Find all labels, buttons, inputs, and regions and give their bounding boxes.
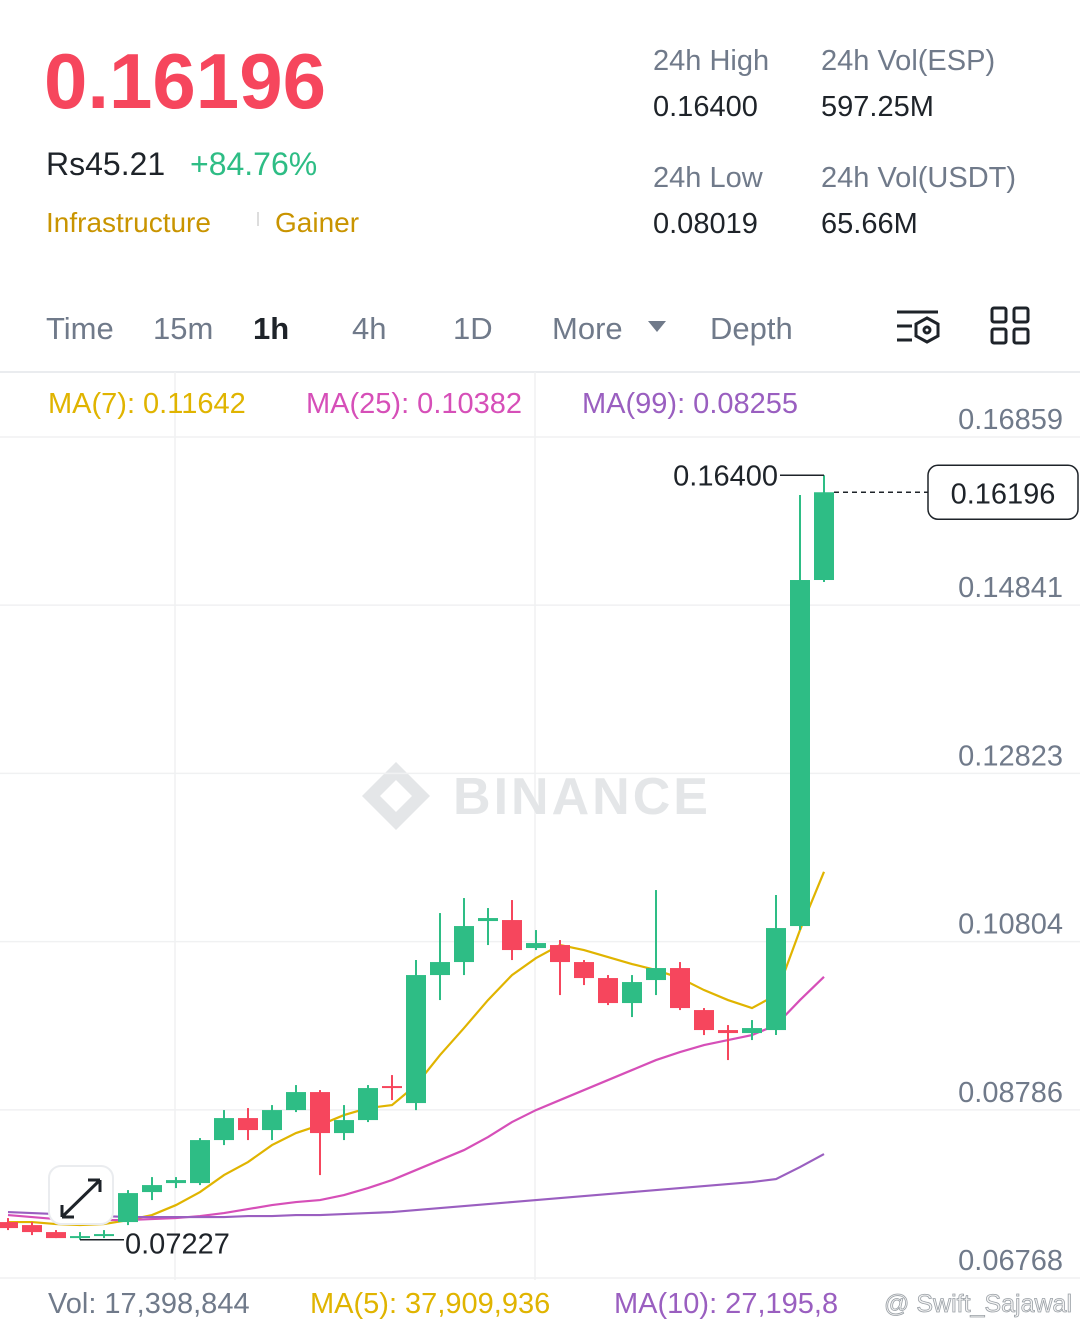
high-label: 0.16400 — [673, 460, 778, 492]
last-price-label: 0.16196 — [951, 478, 1056, 510]
candle-body — [670, 968, 690, 1009]
dropdown-arrow — [648, 321, 666, 332]
stat-label: 24h Vol(ESP) — [821, 45, 995, 77]
last-price-box — [927, 464, 1079, 521]
candle-body — [406, 975, 426, 1104]
tab[interactable]: Time — [46, 311, 114, 346]
candle-body — [382, 1086, 402, 1089]
candle-body — [430, 962, 450, 976]
ma-line — [7, 1153, 825, 1219]
candle-body — [766, 928, 786, 1031]
candle-body — [550, 945, 570, 963]
candle-body — [286, 1092, 306, 1111]
last-price: 0.16196 — [44, 37, 326, 125]
tag[interactable]: Gainer — [275, 207, 359, 238]
candle-body — [502, 920, 522, 951]
tab[interactable]: 1h — [253, 311, 289, 346]
layout-icon[interactable] — [990, 306, 1030, 345]
candle-body — [262, 1110, 282, 1131]
ma-line — [7, 976, 825, 1222]
stats: 24h High 0.16400 24h Vol(ESP) 597.25M 24h Lo… — [653, 45, 1016, 240]
candle-body — [358, 1088, 378, 1121]
candle-body — [526, 943, 546, 949]
candle-body — [0, 1222, 18, 1229]
candle-body — [214, 1118, 234, 1141]
ma-legend: MA(99): 0.08255 — [582, 388, 798, 420]
candle-body — [790, 580, 810, 927]
candle-body — [190, 1140, 210, 1184]
candle-body — [118, 1193, 138, 1223]
candle-body — [46, 1232, 66, 1239]
volume-legend: Vol: 17,398,844 MA(5): 37,909,936 MA(10): … — [48, 1288, 838, 1320]
watermark: BINANCE — [453, 768, 711, 826]
candle-body — [454, 926, 474, 963]
candle-body — [646, 968, 666, 981]
candle-body — [742, 1028, 762, 1034]
credit: @ Swift_Sajawal — [884, 1290, 1072, 1318]
y-tick-label: 0.10804 — [958, 909, 1063, 941]
y-tick-label: 0.16859 — [958, 404, 1063, 436]
stat-label: 24h Vol(USDT) — [821, 162, 1016, 194]
candle-body — [598, 978, 618, 1004]
tabs: Time 15m 1h 4h 1D More Depth — [46, 311, 793, 346]
candle-body — [574, 962, 594, 979]
stat-label: 24h High — [653, 45, 769, 77]
stat-value: 0.08019 — [653, 208, 758, 240]
candle-body — [478, 918, 498, 922]
tag[interactable]: Infrastructure — [46, 207, 211, 238]
low-label: 0.07227 — [125, 1229, 230, 1261]
candle-body — [142, 1185, 162, 1193]
y-tick-label: 0.14841 — [958, 572, 1063, 604]
volume-label: Vol: 17,398,844 — [48, 1288, 250, 1320]
candle-body — [310, 1092, 330, 1134]
watermark-logo — [362, 762, 430, 830]
tab[interactable]: 4h — [352, 311, 386, 346]
candle-body — [334, 1120, 354, 1134]
candle-chart: 0.16859 0.14841 0.12823 0.10804 0.08786 0.067… — [0, 388, 1080, 1279]
candle-body — [166, 1180, 186, 1184]
stat-value: 0.16400 — [653, 91, 758, 123]
candle-body — [22, 1225, 42, 1233]
price-change: +84.76% — [190, 146, 317, 182]
local-price: Rs45.21 — [46, 146, 165, 182]
tab[interactable]: 15m — [153, 311, 213, 346]
candle-body — [814, 492, 834, 581]
ma-legend: MA(7): 0.11642 — [48, 388, 246, 420]
candle-body — [94, 1234, 114, 1237]
y-tick-label: 0.12823 — [958, 740, 1063, 772]
candle-body — [694, 1010, 714, 1031]
y-tick-label: 0.08786 — [958, 1077, 1063, 1109]
candle-body — [622, 982, 642, 1004]
candle-body — [238, 1118, 258, 1131]
y-tick-label: 0.06768 — [958, 1245, 1063, 1277]
settings-icon[interactable] — [897, 310, 940, 344]
tab[interactable]: Depth — [710, 311, 793, 346]
volume-label: MA(5): 37,909,936 — [310, 1288, 550, 1320]
tab[interactable]: More — [552, 311, 623, 346]
expand-button[interactable] — [48, 1165, 114, 1225]
ma-legend: MA(25): 0.10382 — [306, 388, 522, 420]
stat-label: 24h Low — [653, 162, 764, 194]
candle-body — [70, 1236, 90, 1239]
tab[interactable]: 1D — [453, 311, 493, 346]
stat-value: 597.25M — [821, 91, 934, 123]
candle-body — [718, 1030, 738, 1034]
stat-value: 65.66M — [821, 208, 918, 240]
volume-label: MA(10): 27,195,8 — [614, 1288, 838, 1320]
